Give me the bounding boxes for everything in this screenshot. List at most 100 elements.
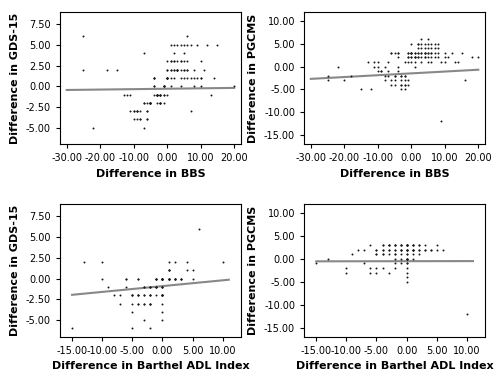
Point: [158, 276, 166, 282]
Point: [152, 276, 160, 282]
Point: [400, 59, 408, 65]
Point: [428, 50, 436, 56]
Point: [146, 100, 154, 106]
Point: [130, 116, 138, 123]
Point: [424, 50, 432, 56]
Point: [134, 276, 142, 282]
Point: [400, 73, 408, 79]
Point: [390, 256, 398, 262]
Point: [408, 256, 416, 262]
Point: [458, 50, 466, 56]
Point: [424, 36, 432, 42]
Y-axis label: Difference in GDS-15: Difference in GDS-15: [10, 205, 20, 336]
Point: [113, 67, 121, 73]
Point: [408, 247, 416, 253]
Point: [186, 75, 194, 81]
Point: [128, 292, 136, 298]
Point: [150, 83, 158, 89]
Y-axis label: Difference in PGCMS: Difference in PGCMS: [248, 13, 258, 142]
Point: [420, 45, 428, 51]
Point: [153, 91, 161, 98]
Point: [170, 67, 178, 73]
Point: [366, 269, 374, 276]
Point: [160, 91, 168, 98]
Point: [180, 58, 188, 65]
Point: [158, 276, 166, 282]
Point: [402, 274, 410, 280]
Point: [122, 284, 130, 290]
Point: [146, 284, 154, 290]
Point: [414, 41, 422, 47]
Point: [164, 276, 172, 282]
Point: [402, 260, 410, 267]
Point: [186, 108, 194, 114]
Point: [394, 63, 402, 70]
Point: [374, 59, 382, 65]
Point: [434, 45, 442, 51]
Point: [184, 67, 192, 73]
Point: [380, 77, 388, 83]
Point: [160, 100, 168, 106]
Point: [378, 251, 386, 257]
Point: [140, 125, 147, 131]
Point: [166, 58, 174, 65]
Point: [156, 100, 164, 106]
Point: [426, 247, 434, 253]
Point: [354, 247, 362, 253]
Point: [414, 242, 422, 248]
Point: [146, 300, 154, 307]
Point: [163, 75, 171, 81]
Point: [366, 242, 374, 248]
Point: [404, 82, 412, 88]
Point: [80, 67, 88, 73]
Point: [184, 75, 192, 81]
Point: [136, 108, 144, 114]
Point: [438, 118, 446, 125]
Point: [170, 58, 178, 65]
Point: [163, 58, 171, 65]
Point: [420, 50, 428, 56]
Point: [164, 267, 172, 274]
Point: [140, 292, 148, 298]
Point: [384, 242, 392, 248]
Point: [402, 247, 410, 253]
Point: [408, 247, 416, 253]
Point: [420, 54, 428, 60]
Point: [153, 100, 161, 106]
Point: [180, 67, 188, 73]
Point: [312, 260, 320, 267]
Point: [390, 251, 398, 257]
Point: [396, 242, 404, 248]
Point: [451, 59, 459, 65]
Point: [370, 59, 378, 65]
Point: [143, 108, 151, 114]
Point: [396, 247, 404, 253]
Point: [402, 242, 410, 248]
Point: [153, 91, 161, 98]
Point: [146, 100, 154, 106]
Point: [152, 276, 160, 282]
Point: [160, 83, 168, 89]
Point: [410, 54, 418, 60]
Point: [402, 256, 410, 262]
Point: [441, 54, 449, 60]
Point: [408, 251, 416, 257]
Point: [158, 276, 166, 282]
Point: [410, 50, 418, 56]
Point: [414, 45, 422, 51]
Point: [370, 63, 378, 70]
Point: [196, 75, 204, 81]
Point: [176, 276, 184, 282]
Point: [404, 54, 412, 60]
Point: [158, 309, 166, 315]
Point: [414, 50, 422, 56]
Point: [150, 83, 158, 89]
Point: [166, 67, 174, 73]
Point: [173, 58, 181, 65]
Point: [402, 256, 410, 262]
Point: [384, 242, 392, 248]
Point: [180, 42, 188, 48]
Point: [387, 50, 395, 56]
Point: [414, 247, 422, 253]
Point: [173, 67, 181, 73]
